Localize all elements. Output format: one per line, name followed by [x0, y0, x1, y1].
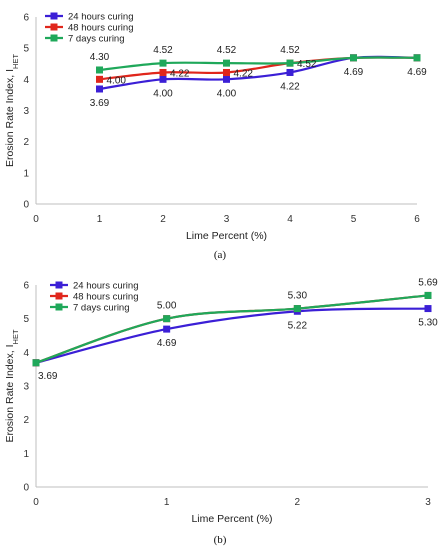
legend-swatch-marker	[50, 23, 58, 31]
x-tick-label: 3	[425, 497, 431, 508]
y-tick-label: 4	[23, 75, 29, 86]
series-marker	[32, 359, 40, 367]
data-label: 4.00	[217, 88, 237, 99]
series-marker	[96, 66, 103, 74]
series-marker	[286, 59, 294, 67]
data-label: 3.69	[38, 371, 58, 382]
legend-label: 48 hours curing	[73, 292, 138, 303]
x-axis-title: Lime Percent (%)	[186, 230, 267, 242]
data-label: 4.30	[90, 52, 110, 63]
y-tick-label: 6	[23, 13, 29, 24]
series-marker	[159, 68, 167, 76]
series-marker	[424, 291, 432, 299]
series-marker	[163, 325, 171, 333]
series-marker	[163, 315, 171, 323]
legend-swatch-marker	[50, 34, 58, 42]
data-label: 5.69	[418, 277, 438, 288]
data-label: 4.22	[170, 68, 190, 79]
data-label: 5.30	[418, 318, 438, 329]
data-label: 4.00	[153, 88, 173, 99]
x-tick-label: 0	[33, 497, 39, 508]
y-tick-label: 3	[23, 382, 29, 393]
y-tick-label: 2	[23, 415, 29, 426]
series-marker	[286, 68, 294, 76]
series-marker	[159, 75, 167, 83]
y-tick-label: 4	[23, 348, 29, 359]
x-tick-label: 2	[160, 214, 166, 225]
y-axis-title-main: Erosion Rate Index, I	[4, 69, 16, 167]
data-label: 4.22	[234, 68, 254, 79]
data-label: 4.69	[344, 67, 364, 78]
series-marker	[223, 68, 230, 76]
y-axis-title-main: Erosion Rate Index, I	[4, 344, 16, 442]
data-label: 4.52	[153, 45, 173, 56]
x-tick-label: 4	[287, 214, 293, 225]
y-tick-label: 0	[23, 200, 29, 211]
series-marker	[96, 85, 103, 93]
x-tick-label: 1	[97, 214, 103, 225]
data-label: 4.69	[157, 338, 177, 349]
legend-label: 7 days curing	[68, 34, 125, 45]
x-tick-label: 6	[414, 214, 420, 225]
series-line	[35, 294, 429, 364]
x-tick-label: 0	[33, 214, 39, 225]
legend-label: 24 hours curing	[73, 281, 138, 292]
x-axis-title: Lime Percent (%)	[191, 513, 272, 525]
series-marker	[223, 75, 230, 83]
legend-label: 48 hours curing	[68, 23, 133, 34]
series-marker	[96, 75, 103, 83]
chart-panel-2: 0 1 2 3 4 5 6 0 1 2 3 Lime Percent (%) Erosion Rate …	[4, 277, 438, 546]
y-tick-label: 0	[23, 483, 29, 494]
x-tick-label: 3	[224, 214, 230, 225]
data-label: 5.22	[288, 320, 308, 331]
y-tick-label: 3	[23, 106, 29, 117]
series-marker	[424, 305, 432, 313]
y-axis-title: Erosion Rate Index, IHET	[4, 329, 20, 442]
data-label: 4.69	[407, 67, 427, 78]
series-line	[99, 56, 418, 72]
data-label: 5.30	[288, 291, 308, 302]
panel-label: (b)	[214, 534, 227, 546]
legend-swatch-marker	[50, 12, 58, 20]
legend-label: 24 hours curing	[68, 12, 133, 23]
data-label: 4.52	[217, 45, 237, 56]
series-marker	[223, 59, 230, 67]
data-label: 5.00	[157, 301, 177, 312]
y-axis-title-subscript: HET	[11, 329, 20, 344]
series-marker	[293, 305, 301, 313]
data-label: 4.52	[280, 45, 300, 56]
data-label: 4.22	[280, 81, 300, 92]
data-label: 4.52	[297, 59, 317, 70]
y-tick-label: 6	[23, 281, 29, 292]
legend-swatch-marker	[55, 292, 63, 300]
y-tick-label: 5	[23, 314, 29, 325]
y-tick-label: 5	[23, 44, 29, 55]
legend-label: 7 days curing	[73, 303, 130, 314]
data-label: 4.00	[107, 75, 127, 86]
x-tick-label: 1	[164, 497, 170, 508]
data-label: 3.69	[90, 98, 110, 109]
y-tick-label: 2	[23, 137, 29, 148]
series-marker	[413, 54, 421, 62]
x-tick-label: 2	[295, 497, 301, 508]
panel-label: (a)	[214, 249, 227, 261]
y-tick-label: 1	[23, 449, 29, 460]
x-tick-label: 5	[351, 214, 357, 225]
legend-swatch-marker	[55, 281, 63, 289]
y-axis-title: Erosion Rate Index, IHET	[4, 54, 20, 167]
y-tick-label: 1	[23, 168, 29, 179]
series-marker	[350, 54, 357, 62]
series-line	[35, 307, 429, 364]
y-axis-title-subscript: HET	[11, 54, 20, 69]
chart-panel-1: 0 1 2 3 4 5 6 0 1 2 3 4 5 6 Lime Percent (%) Erosion Ra…	[4, 12, 427, 262]
legend-swatch-marker	[55, 303, 63, 311]
series-marker	[159, 59, 167, 67]
